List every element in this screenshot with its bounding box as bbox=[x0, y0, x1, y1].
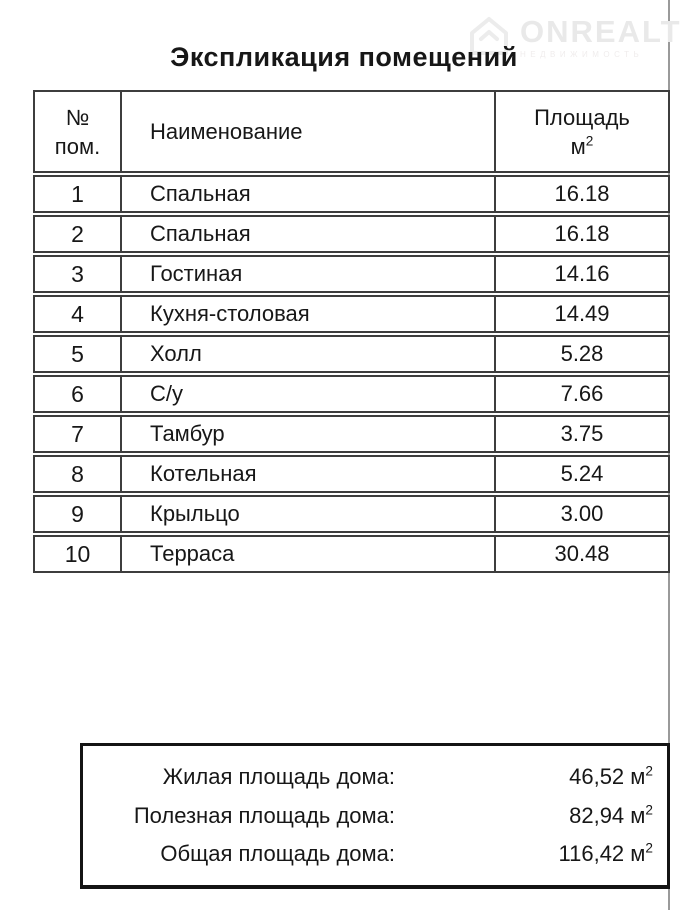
room-area: 14.49 bbox=[494, 297, 668, 331]
room-number: 5 bbox=[35, 337, 122, 371]
room-area: 7.66 bbox=[494, 377, 668, 411]
watermark: ONREALT НЕДВИЖИМОСТЬ bbox=[466, 12, 682, 63]
summary-value: 46,52 м2 bbox=[569, 763, 653, 790]
room-area: 5.28 bbox=[494, 337, 668, 371]
watermark-tagline: НЕДВИЖИМОСТЬ bbox=[520, 50, 644, 59]
summary-row-living: Жилая площадь дома: 46,52 м2 bbox=[83, 764, 667, 790]
room-number: 1 bbox=[35, 177, 122, 211]
room-area: 5.24 bbox=[494, 457, 668, 491]
summary-value: 82,94 м2 bbox=[569, 802, 653, 828]
room-number: 2 bbox=[35, 217, 122, 251]
header-number-line1: № bbox=[65, 104, 90, 130]
rooms-table: № пом. Наименование Площадь м2 1 Спальна… bbox=[33, 90, 670, 573]
summary-value: 116,42 м2 bbox=[558, 840, 653, 866]
page-title: Экспликация помещений bbox=[170, 42, 518, 72]
room-name: Гостиная bbox=[150, 261, 243, 286]
header-cell-number: № пом. bbox=[35, 92, 122, 171]
room-number: 6 bbox=[35, 377, 122, 411]
room-name: Кухня-столовая bbox=[150, 301, 310, 326]
room-number: 9 bbox=[35, 497, 122, 531]
table-row: 9 Крыльцо 3.00 bbox=[33, 495, 670, 533]
house-icon bbox=[466, 12, 512, 63]
table-row: 8 Котельная 5.24 bbox=[33, 455, 670, 493]
room-number: 3 bbox=[35, 257, 122, 291]
summary-label: Жилая площадь дома: bbox=[162, 764, 395, 790]
room-number: 8 bbox=[35, 457, 122, 491]
header-cell-name: Наименование bbox=[150, 118, 303, 144]
table-row: 2 Спальная 16.18 bbox=[33, 215, 670, 253]
room-name: Крыльцо bbox=[150, 501, 240, 526]
summary-row-total: Общая площадь дома: 116,42 м2 bbox=[83, 841, 667, 867]
room-name: Холл bbox=[150, 341, 202, 366]
room-name: Котельная bbox=[150, 461, 257, 486]
header-number-line2: пом. bbox=[54, 133, 101, 159]
room-name: С/у bbox=[150, 381, 183, 406]
header-area-unit: м2 bbox=[570, 133, 594, 159]
table-row: 7 Тамбур 3.75 bbox=[33, 415, 670, 453]
summary-label: Полезная площадь дома: bbox=[133, 802, 395, 828]
room-name: Спальная bbox=[150, 221, 251, 246]
room-area: 3.00 bbox=[494, 497, 668, 531]
room-name: Тамбур bbox=[150, 421, 225, 446]
room-area: 30.48 bbox=[494, 537, 668, 571]
room-number: 7 bbox=[35, 417, 122, 451]
room-area: 14.16 bbox=[494, 257, 668, 291]
header-cell-area: Площадь м2 bbox=[494, 92, 668, 171]
room-number: 4 bbox=[35, 297, 122, 331]
summary-row-usable: Полезная площадь дома: 82,94 м2 bbox=[83, 803, 667, 829]
table-row: 10 Терраса 30.48 bbox=[33, 535, 670, 573]
table-row: 4 Кухня-столовая 14.49 bbox=[33, 295, 670, 333]
table-header-row: № пом. Наименование Площадь м2 bbox=[33, 90, 670, 173]
table-row: 3 Гостиная 14.16 bbox=[33, 255, 670, 293]
room-area: 3.75 bbox=[494, 417, 668, 451]
watermark-brand: ONREALT bbox=[520, 14, 682, 49]
table-row: 1 Спальная 16.18 bbox=[33, 175, 670, 213]
table-row: 6 С/у 7.66 bbox=[33, 375, 670, 413]
room-name: Спальная bbox=[150, 181, 251, 206]
summary-label: Общая площадь дома: bbox=[160, 840, 395, 866]
room-area: 16.18 bbox=[494, 217, 668, 251]
room-area: 16.18 bbox=[494, 177, 668, 211]
table-row: 5 Холл 5.28 bbox=[33, 335, 670, 373]
room-number: 10 bbox=[35, 537, 122, 571]
area-summary-box: Жилая площадь дома: 46,52 м2 Полезная пл… bbox=[80, 743, 670, 889]
room-name: Терраса bbox=[150, 541, 235, 566]
